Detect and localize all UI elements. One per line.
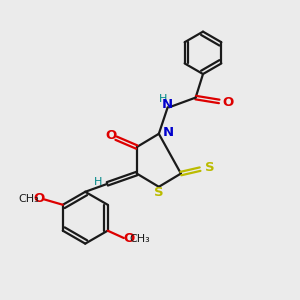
Text: H: H [158, 94, 167, 104]
Text: CH₃: CH₃ [19, 194, 40, 204]
Text: S: S [154, 186, 164, 199]
Text: S: S [206, 161, 215, 174]
Text: CH₃: CH₃ [130, 234, 150, 244]
Text: N: N [162, 98, 173, 111]
Text: O: O [223, 96, 234, 110]
Text: O: O [34, 192, 45, 206]
Text: O: O [124, 232, 135, 245]
Text: H: H [94, 177, 102, 188]
Text: O: O [105, 129, 116, 142]
Text: N: N [162, 126, 173, 139]
